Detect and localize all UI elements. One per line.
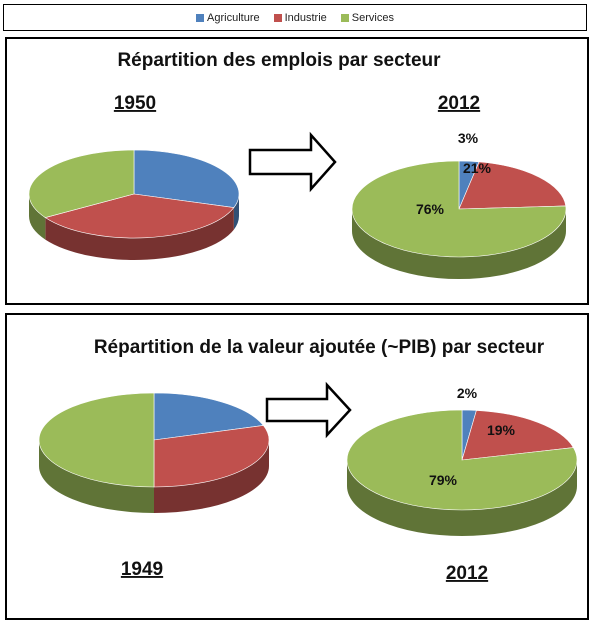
legend-label-industrie: Industrie [284, 11, 327, 24]
pie-valeur-1949 [38, 392, 270, 513]
legend: Agriculture Industrie Services [3, 4, 587, 31]
panel-valeur-ajoutee: Répartition de la valeur ajoutée (~PIB) … [5, 313, 589, 620]
data-label-services: 79% [429, 472, 458, 488]
chart-title-emplois: Répartition des emplois par secteur [117, 50, 441, 71]
legend-entry-services: Services [340, 11, 394, 24]
year-label-emplois-1950: 1950 [114, 93, 156, 114]
data-label-agriculture: 3% [458, 130, 479, 146]
pie-side-services [352, 209, 566, 279]
data-label-industrie: 19% [487, 422, 516, 438]
chart-title-valeur-ajoutee: Répartition de la valeur ajoutée (~PIB) … [94, 337, 545, 358]
legend-swatch-industrie [273, 13, 282, 22]
pie-slice-industrie [461, 410, 574, 461]
arrow-right-icon [265, 381, 352, 439]
pie-slice-services [28, 149, 135, 218]
year-label-valeur-2012: 2012 [446, 563, 488, 584]
legend-swatch-agriculture [196, 13, 205, 22]
pie-slice-services [346, 409, 578, 511]
pie-slice-industrie [153, 425, 270, 488]
pie-side-industrie [45, 207, 234, 260]
pie-side-industrie [154, 440, 269, 513]
pie-slice-services [351, 160, 567, 258]
pie-emplois-1950 [28, 149, 240, 260]
pie-side-services [347, 460, 577, 536]
pie-emplois-2012: 3% 21% 76% [351, 130, 567, 279]
pie-slice-agriculture [133, 149, 240, 208]
pie-valeur-2012: 2% 19% 79% [346, 385, 578, 536]
data-label-services: 76% [416, 201, 445, 217]
data-label-industrie: 21% [463, 160, 492, 176]
pie-slice-industrie [44, 193, 235, 239]
panel-emplois: Répartition des emplois par secteur 1950… [5, 37, 589, 305]
pie-slice-industrie [458, 161, 567, 210]
year-label-emplois-2012: 2012 [438, 93, 480, 114]
legend-swatch-services [340, 13, 349, 22]
year-label-valeur-1949: 1949 [121, 559, 163, 580]
legend-entry-industrie: Industrie [273, 11, 327, 24]
pie-side-services [39, 440, 154, 513]
pie-side-services [29, 194, 46, 240]
pie-slice-agriculture [153, 392, 264, 441]
pie-slice-services [38, 392, 155, 488]
panel-valeur-ajoutee-svg: Répartition de la valeur ajoutée (~PIB) … [38, 337, 578, 584]
legend-label-services: Services [351, 11, 394, 24]
panel-emplois-svg: Répartition des emplois par secteur 1950… [28, 50, 567, 279]
pie-side-agriculture [233, 194, 239, 230]
data-label-agriculture: 2% [457, 385, 478, 401]
legend-entry-agriculture: Agriculture [196, 12, 260, 24]
legend-label-agriculture: Agriculture [207, 11, 260, 24]
arrow-right-icon [248, 131, 337, 193]
